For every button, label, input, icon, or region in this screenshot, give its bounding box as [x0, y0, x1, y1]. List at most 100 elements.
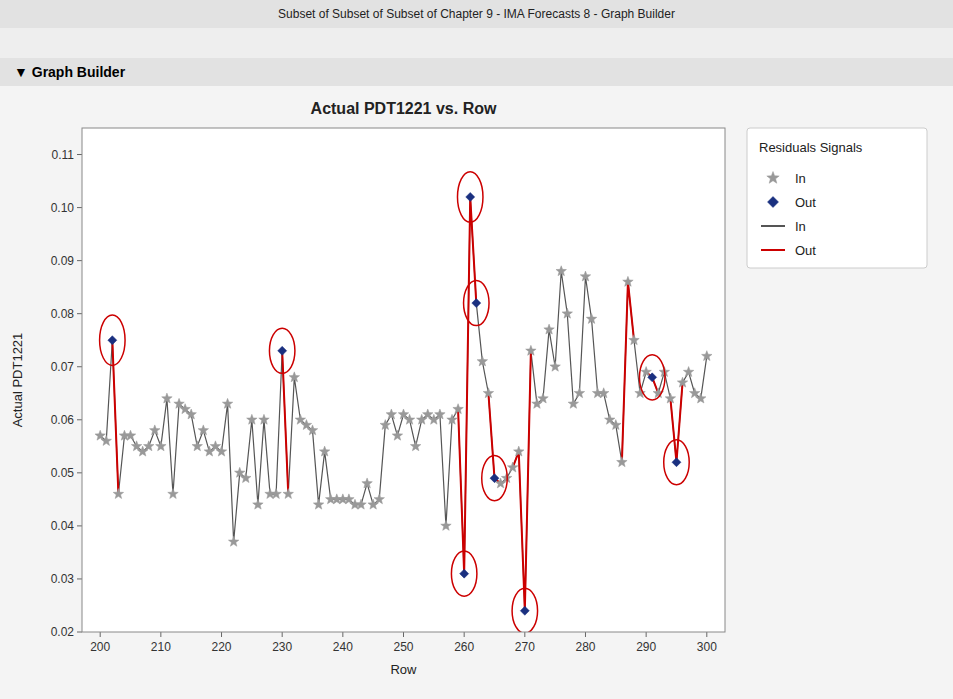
point — [441, 520, 451, 530]
x-tick-label: 300 — [697, 640, 717, 654]
y-tick — [77, 419, 82, 420]
point — [198, 425, 208, 435]
y-tick-label: 0.03 — [51, 572, 75, 586]
point — [477, 356, 487, 366]
x-tick-label: 220 — [212, 640, 232, 654]
point — [319, 446, 329, 456]
point — [253, 499, 263, 509]
x-tick-label: 250 — [393, 640, 413, 654]
signal-ellipse — [464, 281, 489, 326]
point — [150, 425, 160, 435]
x-tick — [221, 632, 222, 637]
signal-ellipse — [664, 440, 689, 485]
point — [507, 462, 517, 472]
x-tick — [282, 632, 283, 637]
legend-label: Out — [795, 195, 816, 210]
y-tick-label: 0.09 — [51, 254, 75, 268]
legend: Residuals SignalsInOutInOut — [747, 128, 927, 268]
point — [629, 335, 639, 345]
point — [113, 489, 123, 499]
signal-ellipse — [457, 172, 482, 222]
point — [683, 367, 693, 377]
y-tick-label: 0.04 — [51, 519, 75, 533]
point — [289, 372, 299, 382]
x-tick-label: 290 — [636, 640, 656, 654]
toolbar — [0, 28, 953, 58]
point — [665, 393, 675, 403]
point — [125, 430, 135, 440]
point — [241, 473, 251, 483]
x-tick-label: 210 — [151, 640, 171, 654]
y-tick-label: 0.08 — [51, 307, 75, 321]
point — [392, 430, 402, 440]
point — [611, 420, 621, 430]
x-tick — [646, 632, 647, 637]
x-tick-label: 230 — [272, 640, 292, 654]
legend-line — [761, 225, 785, 227]
point — [307, 425, 317, 435]
x-tick-label: 240 — [333, 640, 353, 654]
title-bar — [0, 0, 953, 28]
point — [313, 499, 323, 509]
point — [386, 409, 396, 419]
legend-line — [761, 249, 785, 251]
signal-ellipse — [482, 456, 507, 501]
point — [344, 494, 354, 504]
x-tick — [160, 632, 161, 637]
y-tick — [77, 313, 82, 314]
point — [95, 430, 105, 440]
plot-frame — [82, 128, 725, 632]
point — [283, 489, 293, 499]
point — [295, 414, 305, 424]
point — [605, 414, 615, 424]
point — [278, 346, 287, 355]
point — [101, 436, 111, 446]
y-tick — [77, 578, 82, 579]
data-group — [95, 172, 712, 632]
point — [210, 441, 220, 451]
y-axis-label: Actual PDT1221 — [10, 333, 25, 428]
x-tick — [464, 632, 465, 637]
signal-ellipse — [639, 355, 664, 400]
signal-ellipse — [512, 588, 537, 632]
signal-ellipse — [100, 315, 125, 365]
point — [259, 414, 269, 424]
x-tick-label: 270 — [515, 640, 535, 654]
y-tick-label: 0.06 — [51, 413, 75, 427]
window-title: Subset of Subset of Subset of Chapter 9 … — [278, 7, 675, 21]
background — [0, 0, 953, 699]
point — [404, 414, 414, 424]
point — [362, 478, 372, 488]
point — [108, 336, 117, 345]
y-tick-label: 0.05 — [51, 466, 75, 480]
legend-box — [747, 128, 927, 268]
y-tick — [77, 154, 82, 155]
x-tick-label: 200 — [90, 640, 110, 654]
point — [677, 377, 687, 387]
point — [544, 324, 554, 334]
y-tick — [77, 207, 82, 208]
point — [192, 441, 202, 451]
point — [162, 393, 172, 403]
point — [538, 393, 548, 403]
x-tick — [524, 632, 525, 637]
point — [156, 441, 166, 451]
point — [598, 388, 608, 398]
point — [574, 388, 584, 398]
legend-label: Out — [795, 243, 816, 258]
point — [490, 474, 499, 483]
x-tick — [403, 632, 404, 637]
y-tick — [77, 472, 82, 473]
x-tick-label: 260 — [454, 640, 474, 654]
point — [216, 446, 226, 456]
point — [586, 313, 596, 323]
point — [144, 441, 154, 451]
signal-ellipse — [269, 328, 294, 373]
point — [247, 414, 257, 424]
y-tick — [77, 525, 82, 526]
point — [374, 494, 384, 504]
point — [648, 373, 657, 382]
plot-area — [82, 128, 725, 632]
axes: 2002102202302402502602702802903000.020.0… — [51, 148, 717, 654]
point — [180, 404, 190, 414]
